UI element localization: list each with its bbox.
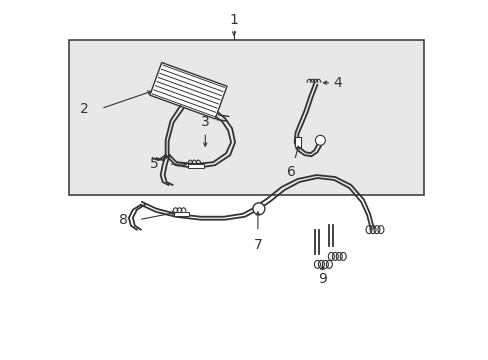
Circle shape (315, 135, 325, 145)
Text: 9: 9 (317, 272, 326, 286)
Text: 4: 4 (333, 76, 342, 90)
Bar (173, 212, 189, 216)
Circle shape (252, 203, 264, 215)
Bar (69, 40, 423, 195)
Text: 8: 8 (119, 213, 128, 227)
Text: 3: 3 (201, 116, 209, 129)
Text: 7: 7 (253, 238, 262, 252)
Text: 2: 2 (81, 102, 89, 116)
Text: 1: 1 (229, 13, 238, 27)
Text: 5: 5 (150, 157, 158, 171)
Bar (294, 137, 300, 147)
Polygon shape (149, 63, 226, 119)
Bar (188, 164, 204, 168)
Text: 6: 6 (286, 165, 295, 179)
